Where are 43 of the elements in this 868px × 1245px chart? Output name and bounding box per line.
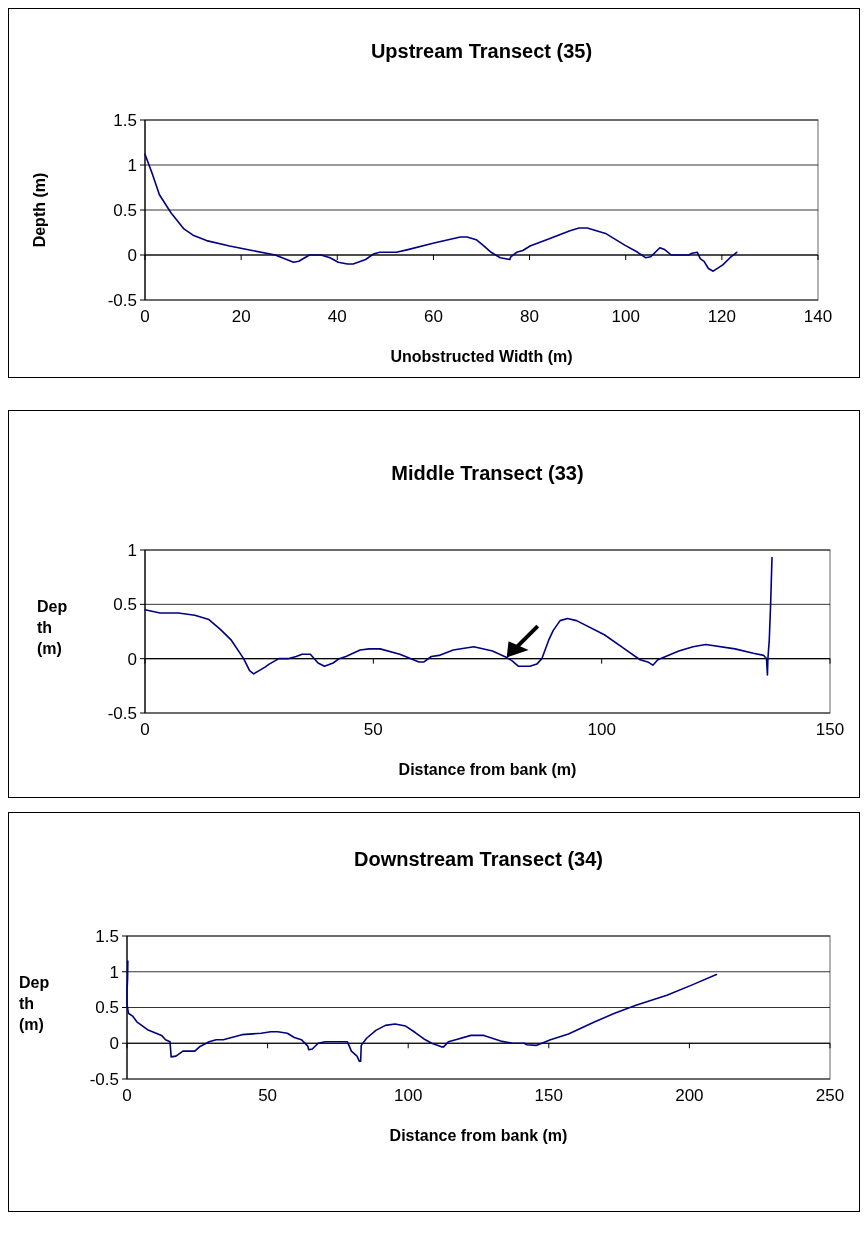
- y-axis-title: Depth (m): [19, 973, 50, 1033]
- y-tick-label: 0.5: [113, 595, 137, 615]
- x-tick-label: 100: [611, 307, 640, 326]
- y-axis-title: Depth (m): [37, 597, 68, 657]
- y-tick-label: -0.5: [107, 703, 137, 723]
- line-series: [144, 556, 773, 676]
- chart-title: Upstream Transect (35): [370, 40, 593, 62]
- y-tick-label: 1: [127, 540, 137, 560]
- x-tick-label: 60: [423, 307, 443, 326]
- y-tick-label: 0: [127, 649, 137, 669]
- x-tick-label: 120: [707, 307, 737, 326]
- x-axis-title: Distance from bank (m): [389, 1127, 568, 1144]
- y-tick-label: 0: [109, 1034, 119, 1054]
- chart-title: Downstream Transect (34): [354, 848, 603, 870]
- x-tick-label: 200: [675, 1086, 704, 1105]
- x-tick-label: 80: [520, 307, 540, 326]
- line-series: [126, 960, 718, 1062]
- x-tick-label: 50: [363, 720, 383, 739]
- x-tick-label: 250: [815, 1086, 845, 1105]
- x-tick-label: 150: [534, 1086, 563, 1105]
- y-tick-label: 1.5: [95, 926, 119, 946]
- y-tick-label: 1: [109, 962, 119, 982]
- x-tick-label: 150: [815, 720, 845, 739]
- y-axis-title: Depth (m): [31, 172, 48, 248]
- x-tick-label: 40: [327, 307, 347, 326]
- x-axis-title: Distance from bank (m): [398, 761, 577, 778]
- x-tick-label: 0: [140, 720, 150, 739]
- x-axis-title: Unobstructed Width (m): [390, 348, 573, 365]
- y-tick-label: 1.5: [113, 110, 137, 130]
- x-tick-label: 140: [803, 307, 833, 326]
- x-tick-label: 0: [140, 307, 150, 326]
- y-tick-label: 0: [127, 245, 137, 265]
- chart-title: Middle Transect (33): [391, 462, 584, 484]
- x-tick-label: 20: [231, 307, 251, 326]
- y-tick-label: 0.5: [113, 200, 137, 220]
- y-tick-label: 0.5: [95, 998, 119, 1018]
- y-tick-label: 1: [127, 155, 137, 175]
- line-series: [144, 153, 738, 272]
- y-tick-label: -0.5: [89, 1069, 119, 1089]
- x-tick-label: 100: [587, 720, 616, 739]
- x-tick-label: 100: [394, 1086, 423, 1105]
- x-tick-label: 50: [258, 1086, 278, 1105]
- y-tick-label: -0.5: [107, 290, 137, 310]
